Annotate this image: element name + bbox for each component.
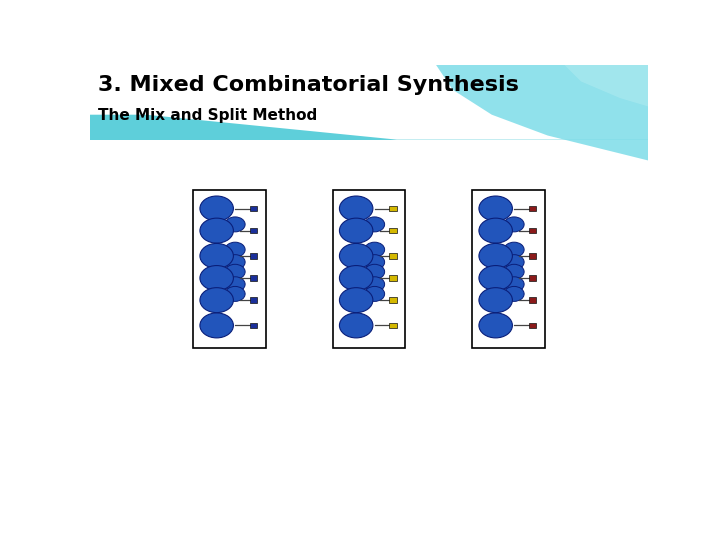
Circle shape	[225, 286, 245, 301]
Circle shape	[479, 266, 513, 291]
Circle shape	[364, 286, 384, 301]
Circle shape	[200, 244, 233, 268]
Circle shape	[200, 313, 233, 338]
Bar	[193, 190, 266, 348]
Circle shape	[200, 288, 233, 313]
Circle shape	[364, 255, 384, 269]
Polygon shape	[90, 65, 648, 140]
Bar	[390, 228, 397, 233]
Circle shape	[479, 244, 513, 268]
Bar	[250, 323, 257, 328]
Circle shape	[339, 196, 373, 221]
Bar	[529, 298, 536, 303]
Polygon shape	[564, 65, 648, 106]
Bar	[250, 275, 257, 281]
Circle shape	[339, 266, 373, 291]
Text: The Mix and Split Method: The Mix and Split Method	[99, 109, 318, 124]
Bar	[390, 298, 397, 303]
Circle shape	[225, 277, 245, 292]
Circle shape	[339, 218, 373, 243]
Bar	[250, 298, 257, 303]
Circle shape	[225, 242, 245, 257]
Circle shape	[339, 313, 373, 338]
Circle shape	[225, 255, 245, 269]
Bar	[529, 323, 536, 328]
Circle shape	[504, 277, 524, 292]
Bar	[529, 228, 536, 233]
Circle shape	[364, 264, 384, 279]
Circle shape	[364, 277, 384, 292]
Circle shape	[200, 196, 233, 221]
Circle shape	[364, 242, 384, 257]
Circle shape	[339, 244, 373, 268]
Bar	[472, 190, 545, 348]
Circle shape	[504, 217, 524, 232]
Circle shape	[479, 218, 513, 243]
Bar	[250, 253, 257, 259]
Bar	[529, 206, 536, 211]
Bar	[390, 275, 397, 281]
Text: 3. Mixed Combinatorial Synthesis: 3. Mixed Combinatorial Synthesis	[99, 75, 519, 95]
Circle shape	[225, 217, 245, 232]
Bar	[390, 323, 397, 328]
Circle shape	[225, 264, 245, 279]
Bar	[529, 253, 536, 259]
Polygon shape	[436, 65, 648, 160]
Bar	[529, 275, 536, 281]
Bar	[390, 253, 397, 259]
Polygon shape	[90, 65, 648, 140]
Bar	[250, 206, 257, 211]
Circle shape	[364, 217, 384, 232]
Circle shape	[479, 288, 513, 313]
Bar	[390, 206, 397, 211]
Circle shape	[200, 218, 233, 243]
Bar	[250, 228, 257, 233]
Circle shape	[504, 264, 524, 279]
Circle shape	[504, 286, 524, 301]
Circle shape	[200, 266, 233, 291]
Circle shape	[479, 196, 513, 221]
Bar	[333, 190, 405, 348]
Circle shape	[339, 288, 373, 313]
Circle shape	[504, 255, 524, 269]
Circle shape	[479, 313, 513, 338]
Circle shape	[504, 242, 524, 257]
